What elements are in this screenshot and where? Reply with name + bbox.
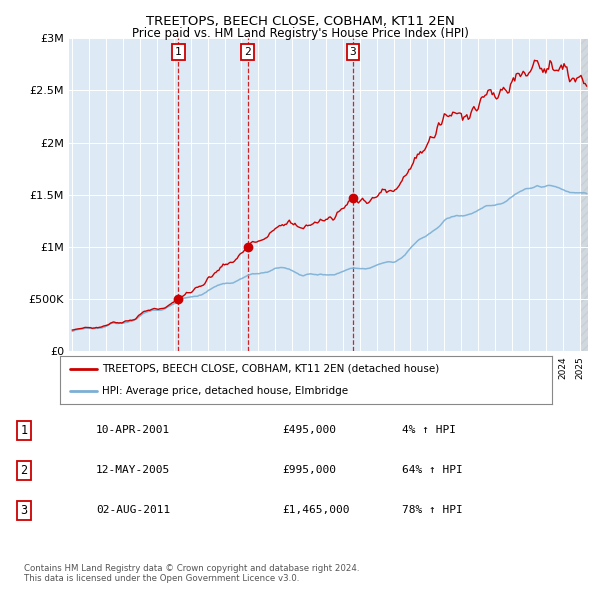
Text: 64% ↑ HPI: 64% ↑ HPI bbox=[402, 466, 463, 475]
Text: TREETOPS, BEECH CLOSE, COBHAM, KT11 2EN (detached house): TREETOPS, BEECH CLOSE, COBHAM, KT11 2EN … bbox=[102, 364, 439, 374]
Bar bbox=[580, 38, 588, 351]
Text: Price paid vs. HM Land Registry's House Price Index (HPI): Price paid vs. HM Land Registry's House … bbox=[131, 27, 469, 40]
Text: Contains HM Land Registry data © Crown copyright and database right 2024.
This d: Contains HM Land Registry data © Crown c… bbox=[24, 563, 359, 583]
Text: 2: 2 bbox=[20, 464, 28, 477]
Text: 10-APR-2001: 10-APR-2001 bbox=[96, 425, 170, 435]
Text: 1: 1 bbox=[175, 47, 182, 57]
Text: 4% ↑ HPI: 4% ↑ HPI bbox=[402, 425, 456, 435]
Text: 78% ↑ HPI: 78% ↑ HPI bbox=[402, 506, 463, 515]
Text: HPI: Average price, detached house, Elmbridge: HPI: Average price, detached house, Elmb… bbox=[102, 386, 348, 396]
Text: £1,465,000: £1,465,000 bbox=[282, 506, 349, 515]
Text: £495,000: £495,000 bbox=[282, 425, 336, 435]
Text: TREETOPS, BEECH CLOSE, COBHAM, KT11 2EN: TREETOPS, BEECH CLOSE, COBHAM, KT11 2EN bbox=[146, 15, 454, 28]
Text: 12-MAY-2005: 12-MAY-2005 bbox=[96, 466, 170, 475]
Text: 3: 3 bbox=[20, 504, 28, 517]
Text: 3: 3 bbox=[349, 47, 356, 57]
Text: 2: 2 bbox=[244, 47, 251, 57]
Text: 1: 1 bbox=[20, 424, 28, 437]
Text: 02-AUG-2011: 02-AUG-2011 bbox=[96, 506, 170, 515]
Text: £995,000: £995,000 bbox=[282, 466, 336, 475]
